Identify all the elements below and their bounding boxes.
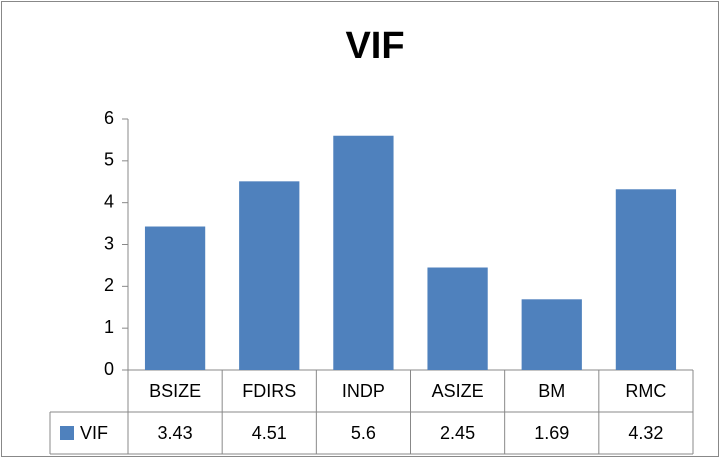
- y-tick-label: 5: [104, 150, 114, 170]
- legend-label: VIF: [80, 423, 108, 443]
- table-value: 2.45: [440, 423, 475, 443]
- y-tick-label: 6: [104, 108, 114, 128]
- x-tick-label: BSIZE: [149, 381, 201, 401]
- bar: [521, 299, 582, 370]
- bar: [239, 181, 300, 370]
- x-tick-label: INDP: [342, 381, 385, 401]
- table-value: 5.6: [351, 423, 376, 443]
- x-tick-label: FDIRS: [242, 381, 296, 401]
- table-value: 3.43: [158, 423, 193, 443]
- x-tick-label: ASIZE: [432, 381, 484, 401]
- x-tick-label: RMC: [625, 381, 666, 401]
- table-value: 4.32: [628, 423, 663, 443]
- y-tick-label: 0: [104, 359, 114, 379]
- y-tick-label: 1: [104, 317, 114, 337]
- chart-title: VIF: [345, 25, 404, 67]
- bar: [333, 135, 394, 370]
- y-tick-label: 3: [104, 233, 114, 253]
- legend-key: [60, 426, 74, 440]
- y-tick-label: 2: [104, 275, 114, 295]
- y-tick-label: 4: [104, 191, 114, 211]
- bar: [615, 189, 677, 370]
- x-tick-label: BM: [538, 381, 565, 401]
- bar: [427, 267, 488, 370]
- table-value: 1.69: [534, 423, 569, 443]
- table-value: 4.51: [252, 423, 287, 443]
- bar: [144, 226, 206, 370]
